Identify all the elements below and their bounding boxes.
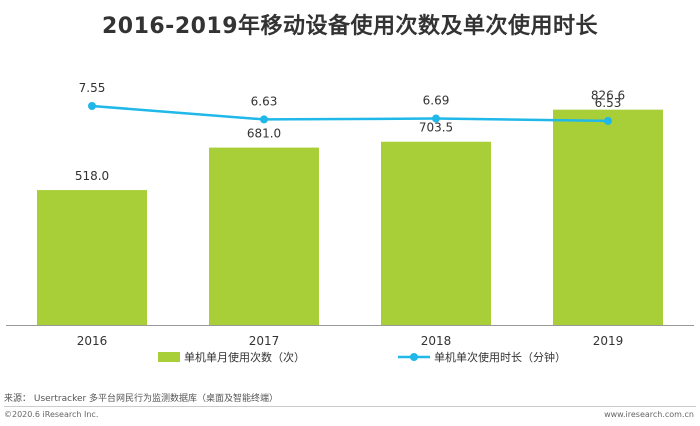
line-point (432, 114, 440, 123)
bar-2016 (37, 190, 147, 325)
chart-title: 2016-2019年移动设备使用次数及单次使用时长 (101, 14, 599, 39)
chart-area: 518.0 2016 681.0 2017 703.5 2018 826.6 2019 7.55… (6, 81, 694, 364)
website-text: www.iresearch.com.cn (604, 410, 694, 419)
bar-value-label: 518.0 (75, 169, 109, 183)
bar-value-label: 703.5 (419, 121, 453, 135)
line-series-path (91, 104, 609, 123)
x-tick-label: 2016 (77, 334, 108, 348)
bar-2019 (553, 109, 663, 325)
copyright-text: ©2020.6 iResearch Inc. (4, 410, 99, 419)
bar-value-label: 681.0 (247, 127, 281, 141)
footer-divider (4, 406, 696, 407)
line-point (88, 102, 96, 110)
legend-label-bar: 单机单月使用次数（次） (184, 350, 305, 364)
legend-swatch-point (410, 353, 418, 361)
x-tick-label: 2017 (249, 334, 280, 348)
line-value-label: 6.69 (423, 94, 450, 108)
source-note: 来源： Usertracker 多平台网民行为监测数据库（桌面及智能终端） (4, 394, 279, 404)
bar-value-label: 826.6 (591, 89, 625, 103)
line-point (604, 116, 612, 125)
line-value-label: 6.63 (251, 94, 278, 108)
line-value-label: 6.53 (595, 96, 622, 110)
bar-2017 (209, 147, 319, 325)
legend-label-line: 单机单次使用时长（分钟） (434, 350, 566, 364)
x-tick-label: 2019 (593, 334, 624, 348)
legend-swatch-bar (158, 352, 180, 362)
line-value-label: 7.55 (79, 81, 106, 95)
line-point (260, 115, 268, 124)
bar-2018 (381, 141, 491, 325)
x-tick-label: 2018 (421, 334, 452, 348)
